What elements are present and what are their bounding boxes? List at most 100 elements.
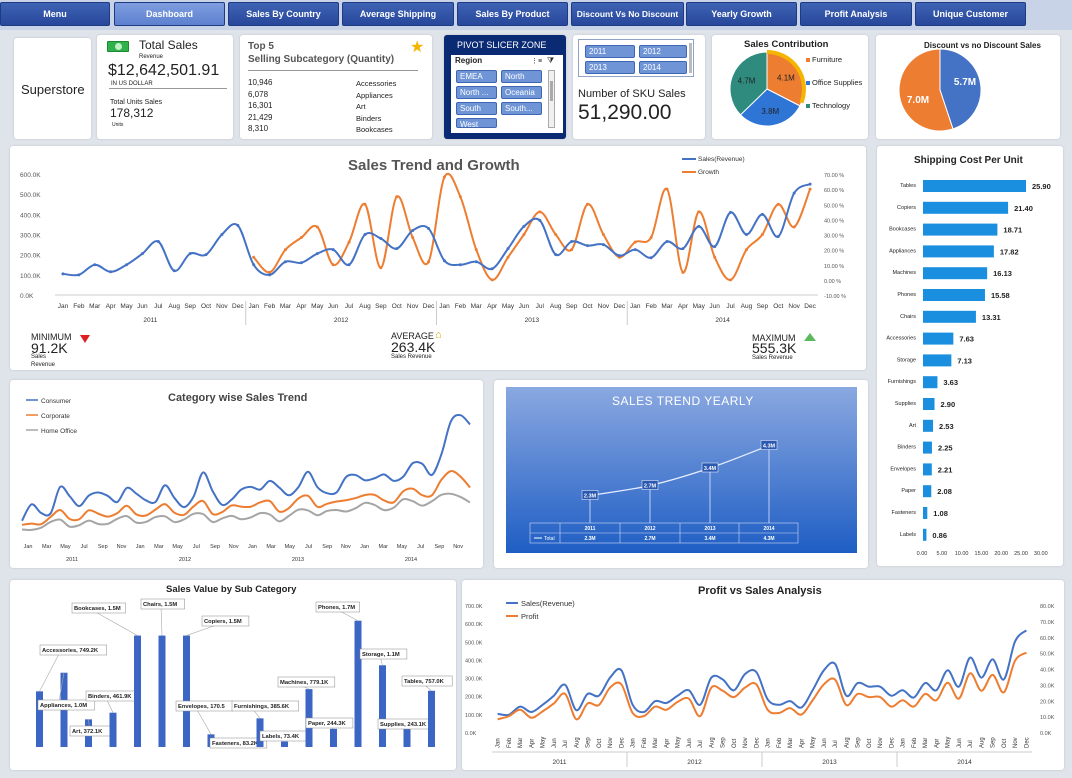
shipping-value-label: 2.53 bbox=[939, 422, 954, 431]
nav-menu-button[interactable]: Menu bbox=[0, 2, 110, 26]
yearly-table-value: 2.3M bbox=[584, 536, 595, 542]
x-tick-label: Jan bbox=[630, 303, 641, 310]
profit-sales-line bbox=[497, 629, 1028, 717]
slicer-year-2012[interactable]: 2012 bbox=[639, 45, 687, 58]
shipping-value-label: 2.25 bbox=[938, 444, 953, 453]
x-tick-label: Nov bbox=[598, 303, 610, 310]
shipping-value-label: 7.13 bbox=[957, 356, 972, 365]
nav-sales-by-product-button[interactable]: Sales By Product bbox=[457, 2, 568, 26]
yearly-line bbox=[589, 444, 770, 497]
x-tick-label: Sep bbox=[210, 544, 220, 550]
down-triangle-icon bbox=[80, 335, 90, 343]
subcategory-bar bbox=[158, 635, 166, 747]
growth-point bbox=[729, 278, 733, 282]
shipping-value-label: 21.40 bbox=[1014, 204, 1033, 213]
legend-label: Profit bbox=[521, 612, 539, 621]
x-tick-label: Aug bbox=[709, 737, 715, 748]
subcategory-data-label: Labels, 73.4K bbox=[262, 734, 300, 740]
x-year-label: 2012 bbox=[334, 317, 349, 324]
nav-average-shipping-button[interactable]: Average Shipping bbox=[342, 2, 454, 26]
growth-point bbox=[776, 202, 780, 206]
sales-point bbox=[363, 233, 367, 236]
x-year-label: 2012 bbox=[687, 759, 702, 766]
x-tick-label: Sep bbox=[375, 303, 387, 310]
year-slicer: 2011 2012 2013 2014 bbox=[578, 39, 694, 77]
nav-unique-customer-button[interactable]: Unique Customer bbox=[915, 2, 1026, 26]
x-tick-label: Mar bbox=[379, 544, 389, 550]
sales-point bbox=[395, 247, 399, 251]
sales-point bbox=[458, 263, 462, 267]
yearly-row-label: Total bbox=[544, 536, 555, 542]
nav-sales-by-country-button[interactable]: Sales By Country bbox=[228, 2, 339, 26]
sales-point bbox=[125, 263, 129, 267]
slicer-year-2013[interactable]: 2013 bbox=[585, 61, 635, 74]
slicer-region-south[interactable]: South bbox=[456, 102, 497, 115]
year-slicer-scrollbar[interactable] bbox=[689, 43, 692, 73]
nav-discount-button[interactable]: Discount Vs No Discount bbox=[571, 2, 684, 26]
shipping-bar bbox=[923, 507, 928, 519]
sales-contribution-title: Sales Contribution bbox=[744, 39, 829, 50]
x-tick-label: Jun bbox=[957, 738, 963, 748]
shipping-category-label: Envelopes bbox=[890, 466, 916, 472]
subcategory-data-label: Envelopes, 170.5 bbox=[178, 704, 225, 710]
slicer-scrollbar[interactable] bbox=[548, 70, 555, 128]
top5-qty: 16,301 bbox=[248, 101, 273, 110]
x-tick-label: Dec bbox=[1024, 737, 1030, 748]
sales-point bbox=[140, 252, 144, 256]
x-year-label: 2011 bbox=[553, 759, 567, 766]
x-tick-label: Jan bbox=[360, 544, 369, 550]
sales-point bbox=[172, 269, 176, 273]
growth-point bbox=[633, 240, 637, 244]
clear-filter-icon[interactable]: ⧩ bbox=[547, 56, 555, 65]
subcategory-data-label: Tables, 757.0K bbox=[404, 679, 445, 685]
legend-label: Office Supplies bbox=[812, 78, 863, 87]
nav-yearly-growth-button[interactable]: Yearly Growth bbox=[686, 2, 797, 26]
y2-tick-label: 10.0K bbox=[1040, 715, 1055, 721]
x-tick-label: Mar bbox=[661, 303, 673, 310]
subcategory-data-label: Chairs, 1.5M bbox=[143, 602, 177, 608]
total-sales-divider bbox=[109, 88, 227, 89]
legend-swatch bbox=[806, 58, 810, 62]
x-tick-label: Jan bbox=[58, 303, 69, 310]
sales-point bbox=[760, 212, 764, 216]
nav-profit-analysis-button[interactable]: Profit Analysis bbox=[800, 2, 912, 26]
y-tick-label: 500.0K bbox=[20, 192, 41, 199]
slicer-region-emea[interactable]: EMEA bbox=[456, 70, 497, 83]
multiselect-icon[interactable]: ⋮≡ bbox=[531, 58, 543, 65]
discount-card: Discount vs no Discount Sales 5.7M 7.0M bbox=[876, 35, 1060, 139]
subcategory-label-box bbox=[359, 648, 408, 660]
shipping-bar bbox=[923, 245, 994, 258]
slicer-year-2014[interactable]: 2014 bbox=[639, 61, 687, 74]
y2-tick-label: 40.00 % bbox=[824, 218, 844, 224]
sales-point bbox=[315, 252, 319, 256]
sales-point bbox=[776, 235, 780, 239]
subcategory-data-label: Paper, 244.3K bbox=[308, 721, 347, 727]
x-tick-label: Mar bbox=[154, 544, 164, 550]
x-tick-label: Jun bbox=[822, 738, 828, 748]
shipping-value-label: 16.13 bbox=[993, 269, 1012, 278]
growth-point bbox=[252, 255, 256, 259]
sales-point bbox=[61, 272, 65, 276]
top5-qty: 21,429 bbox=[248, 112, 273, 122]
slicer-year-2011[interactable]: 2011 bbox=[585, 45, 635, 58]
growth-point bbox=[363, 202, 367, 206]
slicer-region-south-asia[interactable]: South... bbox=[501, 102, 542, 115]
avg-sub: Sales Revenue bbox=[391, 354, 432, 360]
sales-point bbox=[109, 270, 113, 274]
growth-point bbox=[538, 210, 542, 214]
y-tick-label: 100.0K bbox=[20, 273, 41, 280]
slicer-region-west[interactable]: West bbox=[456, 118, 497, 128]
x-tick-label: Mar bbox=[471, 303, 483, 310]
slicer-region-north[interactable]: North bbox=[501, 70, 542, 83]
sales-contribution-pie: 4.1M 3.8M 4.7M bbox=[729, 50, 806, 127]
slicer-region-oceania[interactable]: Oceania bbox=[501, 86, 542, 99]
x-tick-label: Jul bbox=[345, 303, 354, 310]
growth-point bbox=[744, 248, 748, 252]
nav-dashboard-button[interactable]: Dashboard bbox=[114, 2, 225, 26]
shipping-value-label: 2.90 bbox=[941, 400, 956, 409]
growth-point bbox=[808, 187, 812, 191]
contribution-slice-label: 4.7M bbox=[738, 76, 756, 85]
slicer-region-north-asia[interactable]: North ... bbox=[456, 86, 497, 99]
x-tick-label: Jan bbox=[248, 303, 259, 310]
sales-point bbox=[681, 247, 685, 251]
